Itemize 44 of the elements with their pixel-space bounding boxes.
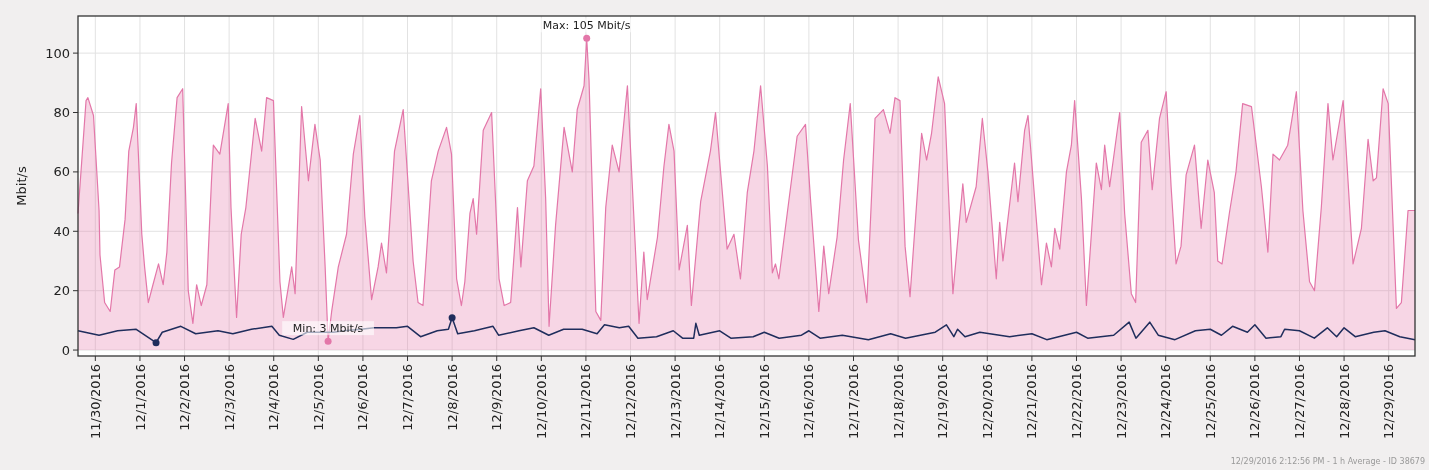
x-tick-label: 12/22/2016 bbox=[1069, 364, 1085, 439]
x-tick-label: 12/27/2016 bbox=[1292, 364, 1308, 439]
x-tick-label: 12/25/2016 bbox=[1202, 364, 1218, 439]
x-tick-label: 12/3/2016 bbox=[221, 364, 237, 431]
x-tick-label: 12/12/2016 bbox=[623, 364, 639, 439]
x-tick-label: 11/30/2016 bbox=[87, 364, 103, 439]
x-tick-label: 12/2/2016 bbox=[177, 364, 193, 431]
x-tick-label: 12/21/2016 bbox=[1024, 364, 1040, 439]
x-tick-label: 12/11/2016 bbox=[578, 364, 594, 439]
x-tick-label: 12/5/2016 bbox=[310, 364, 326, 431]
y-axis-title: Mbit/s bbox=[14, 166, 29, 206]
x-tick-label: 12/20/2016 bbox=[979, 364, 995, 439]
point bbox=[324, 337, 332, 345]
y-tick-label: 20 bbox=[53, 283, 70, 299]
x-tick-label: 12/18/2016 bbox=[890, 364, 906, 439]
x-tick-label: 12/1/2016 bbox=[132, 364, 148, 431]
text: 12/29/2016 2:12:56 PM - 1 h Average - ID 38679 bbox=[1230, 457, 1425, 466]
x-tick-label: 12/15/2016 bbox=[756, 364, 772, 439]
point bbox=[448, 314, 456, 322]
annotation: Min: 3 Mbit/s bbox=[292, 322, 364, 336]
y-tick-label: 80 bbox=[53, 105, 70, 121]
y-tick-label: 0 bbox=[61, 342, 70, 358]
x-tick-label: 12/8/2016 bbox=[444, 364, 460, 431]
x-tick-label: 12/29/2016 bbox=[1381, 364, 1397, 439]
x-tick-label: 12/10/2016 bbox=[533, 364, 549, 439]
x-tick-label: 12/17/2016 bbox=[846, 364, 862, 439]
point bbox=[152, 339, 160, 347]
x-tick-label: 12/7/2016 bbox=[400, 364, 416, 431]
x-tick-label: 12/16/2016 bbox=[801, 364, 817, 439]
x-tick-label: 12/24/2016 bbox=[1158, 364, 1174, 439]
x-tick-label: 12/13/2016 bbox=[667, 364, 683, 439]
x-tick-label: 12/26/2016 bbox=[1247, 364, 1263, 439]
y-tick-label: 100 bbox=[45, 45, 70, 61]
x-tick-label: 12/14/2016 bbox=[712, 364, 728, 439]
x-tick-label: 12/28/2016 bbox=[1336, 364, 1352, 439]
x-tick-label: 12/4/2016 bbox=[266, 364, 282, 431]
x-tick-label: 12/9/2016 bbox=[489, 364, 505, 431]
x-tick-label: 12/6/2016 bbox=[355, 364, 371, 431]
y-tick-label: 40 bbox=[53, 223, 70, 239]
y-tick-label: 60 bbox=[53, 164, 70, 180]
x-tick-label: 12/19/2016 bbox=[935, 364, 951, 439]
annotation: Max: 105 Mbit/s bbox=[542, 19, 631, 33]
x-tick-label: 12/23/2016 bbox=[1113, 364, 1129, 439]
point bbox=[583, 34, 591, 42]
